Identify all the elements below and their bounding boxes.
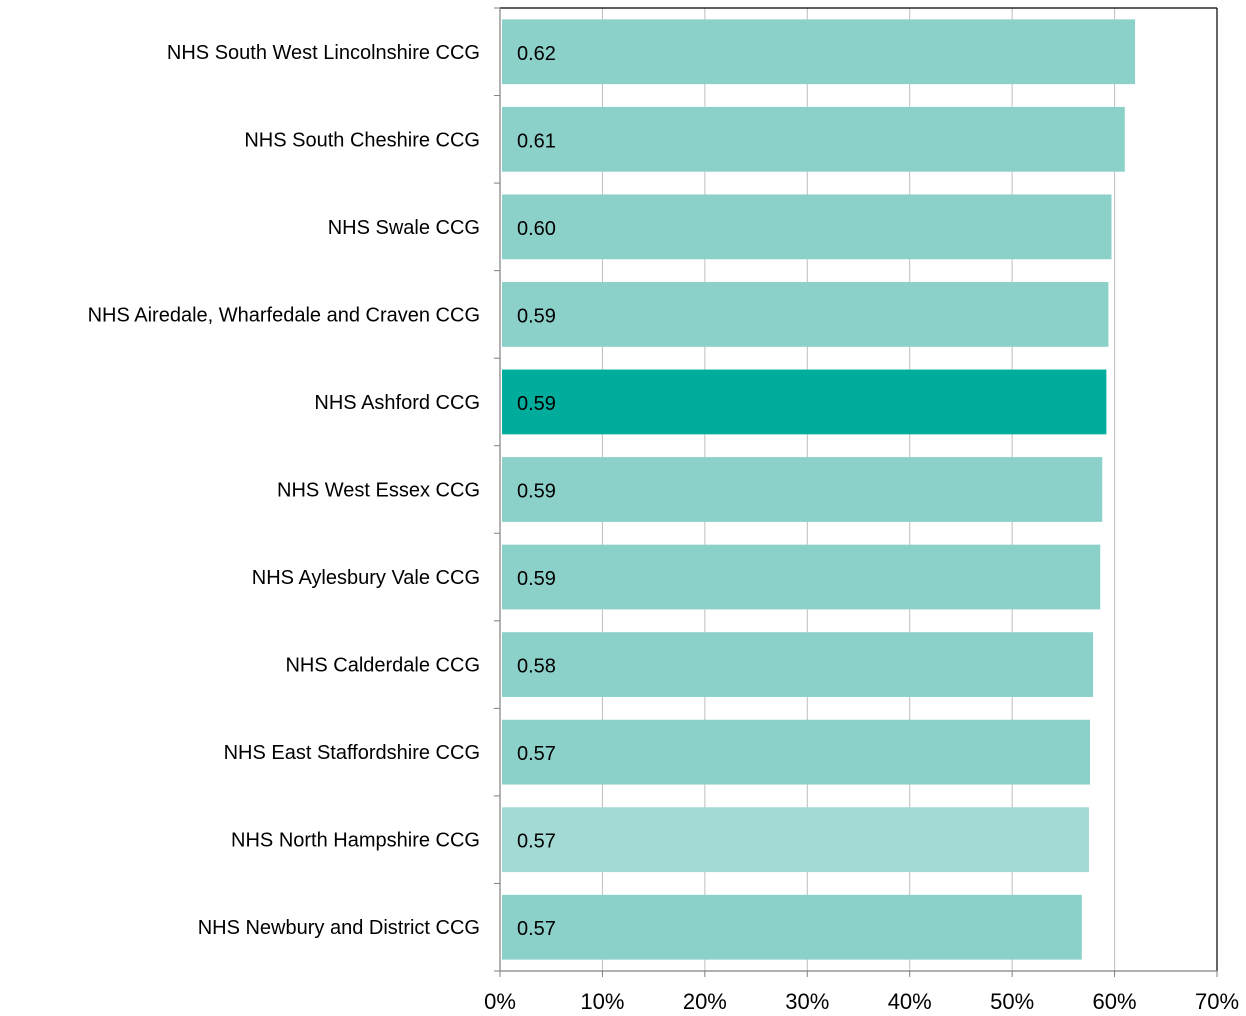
axes [494,7,1218,977]
category-label: NHS Ashford CCG [314,392,480,414]
x-tick-label: 30% [785,989,829,1014]
data-label: 0.59 [517,481,556,503]
x-tick-label: 0% [484,989,516,1014]
category-label: NHS East Staffordshire CCG [224,742,480,764]
x-tick-label: 50% [990,989,1034,1014]
bar [502,894,1082,960]
data-label: 0.61 [517,130,556,152]
category-label: NHS Swale CCG [328,217,480,239]
x-tick-label: 60% [1093,989,1137,1014]
x-tick-label: 20% [683,989,727,1014]
bar [502,106,1125,172]
bar [502,719,1090,785]
data-label: 0.60 [517,218,556,240]
bar [502,457,1103,522]
category-label: NHS South West Lincolnshire CCG [167,42,480,64]
data-label: 0.59 [517,305,556,327]
category-label: NHS Newbury and District CCG [198,917,480,939]
category-label: NHS North Hampshire CCG [231,830,480,852]
bar [502,19,1136,85]
data-label: 0.57 [517,918,556,940]
bar [502,369,1107,435]
bar [502,544,1101,610]
labels: 0% 10% 20% 30% 40% 50% 60% 70% NHS South West Li… [88,42,1239,1014]
data-label: 0.62 [517,43,556,65]
data-label: 0.57 [517,831,556,853]
bar [502,632,1094,697]
data-label: 0.57 [517,743,556,765]
data-label: 0.58 [517,656,556,678]
data-label: 0.59 [517,393,556,415]
bars [502,19,1136,960]
x-tick-label: 70% [1195,989,1239,1014]
bar [502,807,1089,873]
category-label: NHS South Cheshire CCG [244,129,480,151]
category-label: NHS West Essex CCG [277,480,480,502]
bar [502,282,1109,347]
x-tick-label: 10% [580,989,624,1014]
category-label: NHS Calderdale CCG [285,655,480,677]
x-tick-label: 40% [888,989,932,1014]
bar [502,194,1112,260]
data-label: 0.59 [517,568,556,590]
category-label: NHS Airedale, Wharfedale and Craven CCG [88,304,480,326]
category-label: NHS Aylesbury Vale CCG [252,567,480,589]
